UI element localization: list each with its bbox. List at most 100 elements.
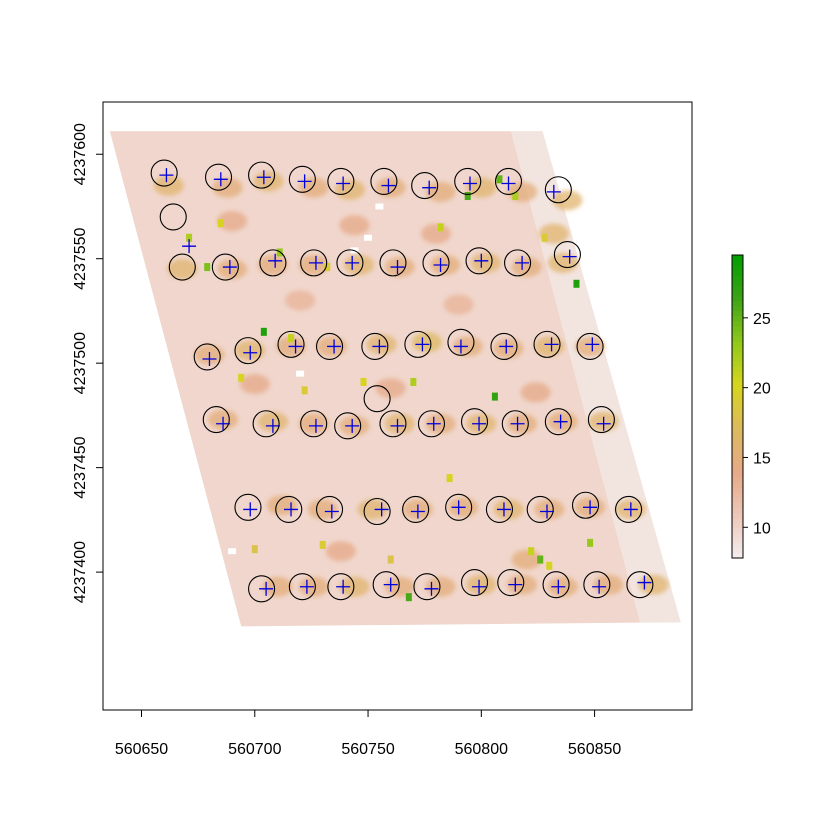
legend-swatch [732, 315, 743, 322]
legend-swatch [732, 436, 743, 443]
legend-swatch [732, 345, 743, 352]
tree-circle-marker [234, 493, 262, 521]
legend-swatch [732, 401, 743, 408]
raster-patch [470, 252, 501, 273]
raster-hole [296, 370, 305, 377]
tree-plus-marker [222, 260, 237, 275]
legend-swatch [732, 532, 743, 539]
tree-plus-marker [372, 339, 387, 354]
raster-hole [375, 203, 384, 210]
raster-patch [375, 378, 406, 399]
raster-hole [364, 234, 373, 241]
raster-hotspot [260, 327, 267, 336]
tree-circle-marker [288, 573, 316, 601]
legend-swatch [732, 487, 743, 493]
tree-plus-marker [623, 502, 638, 517]
legend-swatch [732, 381, 743, 387]
raster-patch [511, 549, 542, 570]
raster-hotspot [324, 263, 331, 272]
raster-hole [228, 548, 237, 555]
raster-patch [534, 499, 565, 520]
raster-hotspot [238, 373, 245, 382]
tree-plus-marker [299, 579, 314, 594]
tree-circle-marker [315, 332, 344, 361]
raster-hotspot [537, 555, 544, 564]
x-tick-label: 560750 [341, 741, 394, 758]
raster-hotspot [276, 248, 283, 257]
legend-swatch [732, 512, 743, 519]
tree-plus-marker [551, 579, 566, 594]
legend-tick-label: 25 [753, 311, 771, 328]
legend-swatch [732, 431, 743, 438]
raster-patch [443, 294, 474, 315]
tree-circle-marker [411, 172, 439, 200]
raster-hotspot [360, 377, 367, 386]
tree-plus-marker [515, 255, 530, 270]
raster-patch [298, 177, 329, 198]
legend-swatch [732, 270, 743, 276]
raster-patch [375, 177, 406, 198]
tree-circle-marker [336, 249, 364, 277]
legend-swatch [732, 467, 743, 473]
legend-swatch [732, 451, 743, 458]
legend-swatch [732, 305, 743, 312]
raster-patch [534, 336, 565, 357]
tree-circle-marker [248, 575, 276, 603]
raster-patch [425, 576, 456, 597]
raster-hotspot [288, 334, 295, 343]
tree-circle-marker [497, 568, 525, 597]
tree-plus-marker [288, 339, 303, 354]
x-axis: 560650 560700 560750 560800 560850 [115, 709, 621, 758]
legend-swatch [732, 492, 743, 498]
raster-patch [167, 259, 198, 280]
tree-plus-marker [345, 255, 360, 270]
x-tick-label: 560800 [455, 741, 508, 758]
tree-plus-marker [415, 337, 430, 352]
raster-patch [217, 211, 248, 232]
legend-swatch [732, 310, 743, 317]
tree-plus-marker [336, 579, 351, 594]
tree-circle-marker [485, 495, 513, 523]
tree-plus-marker [501, 176, 516, 191]
legend-swatch [732, 441, 743, 448]
raster-patch [325, 541, 356, 562]
tree-circle-marker [494, 167, 523, 195]
legend-swatch [732, 477, 743, 483]
tree-plus-marker [544, 337, 559, 352]
marker-layer [150, 159, 654, 603]
raster-hotspot [405, 593, 412, 602]
tree-plus-marker [259, 581, 274, 596]
legend-swatch [732, 376, 743, 382]
raster-patch [425, 181, 456, 202]
legend-swatch [732, 537, 743, 544]
tree-circle-marker [370, 167, 398, 195]
tree-plus-marker [336, 176, 351, 191]
tree-circle-marker [259, 249, 287, 277]
tree-circle-marker [404, 330, 432, 358]
tree-circle-marker [465, 247, 493, 275]
raster-hotspot [186, 233, 193, 242]
tree-circle-marker [615, 495, 643, 523]
tree-plus-marker [182, 239, 197, 254]
raster-patch [593, 574, 624, 595]
legend-swatch [732, 371, 743, 377]
tree-plus-marker [546, 184, 561, 199]
tree-plus-marker [213, 172, 228, 187]
tree-circle-marker [583, 571, 611, 599]
raster-patch [520, 382, 551, 403]
legend-swatch [732, 396, 743, 403]
raster-hotspot [496, 175, 503, 184]
legend-tick-label: 20 [753, 381, 771, 398]
raster-hotspot [446, 474, 453, 483]
raster-patch [339, 576, 370, 597]
tree-plus-marker [422, 180, 437, 195]
legend-swatch [732, 275, 743, 281]
legend-swatch [732, 290, 743, 296]
tree-circle-marker [533, 330, 561, 358]
tree-circle-marker [379, 249, 407, 277]
legend-swatch [732, 446, 743, 453]
tree-circle-marker [447, 328, 475, 356]
tree-plus-marker [308, 255, 323, 270]
tree-circle-marker [211, 253, 239, 281]
legend-swatch [732, 335, 743, 342]
